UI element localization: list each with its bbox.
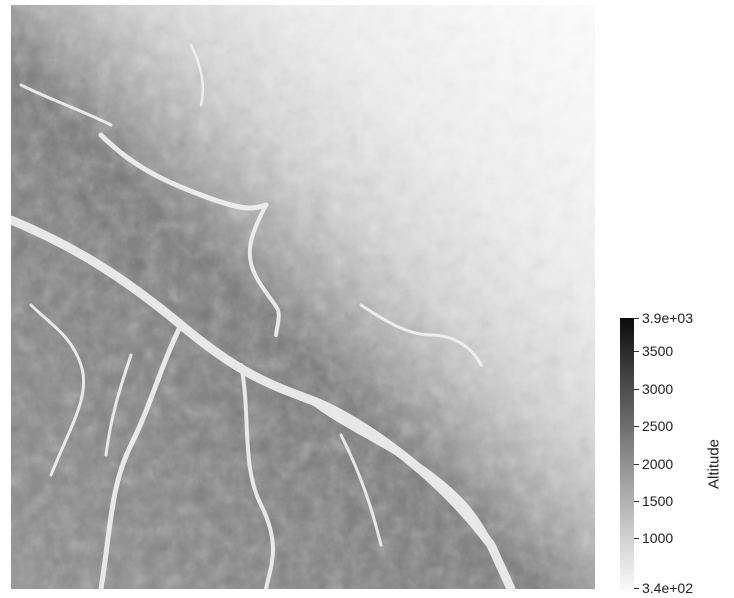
scalar-bar-legend: 3.9e+03 3500 3000 2500 2000 1500 1000 3.… (618, 310, 734, 596)
terrain-heightmap[interactable] (11, 5, 595, 589)
tick-label: 1000 (642, 530, 674, 546)
tick-mark (634, 351, 639, 352)
tick-label: 3000 (642, 381, 674, 397)
tick-label-min: 3.4e+02 (642, 580, 693, 596)
tick-label: 3500 (642, 343, 674, 359)
tick-mark (634, 426, 639, 427)
tick-label: 2500 (642, 418, 674, 434)
tick-mark (634, 538, 639, 539)
tick-mark (634, 501, 639, 502)
tick-mark (634, 389, 639, 390)
colorbar (620, 318, 634, 590)
scalar-bar-title: Altitude (705, 438, 723, 490)
tick-label: 2000 (642, 456, 674, 472)
tick-label: 1500 (642, 493, 674, 509)
tick-mark (634, 464, 639, 465)
tick-mark (634, 318, 639, 319)
tick-label-max: 3.9e+03 (642, 310, 693, 326)
tick-mark (634, 588, 639, 589)
